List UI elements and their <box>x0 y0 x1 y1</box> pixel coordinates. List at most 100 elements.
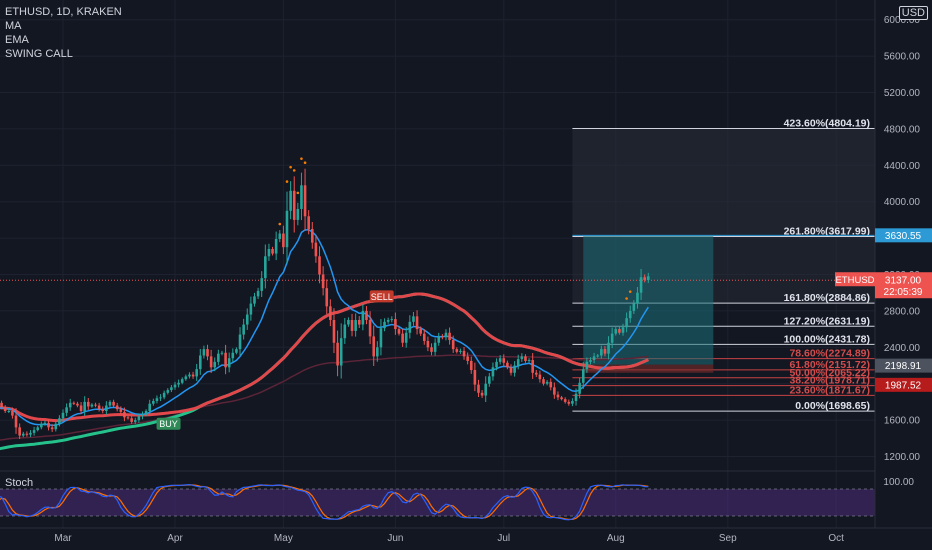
target-price-badge <box>875 228 932 243</box>
indicator-ma[interactable]: MA <box>5 20 22 32</box>
candle-body <box>553 387 556 395</box>
candle-body <box>628 310 632 319</box>
swing-dot <box>303 161 307 165</box>
fibonacci-extension[interactable]: 423.60%(4804.19) 261.80%(3617.99) 161.80%(… <box>0 118 875 413</box>
candle-body <box>202 349 206 356</box>
candle-body <box>430 347 433 352</box>
candle-body <box>444 332 448 338</box>
candle-body <box>112 401 115 406</box>
candle-body <box>415 316 419 330</box>
candle-body <box>321 274 325 289</box>
candle-body <box>343 324 347 339</box>
candle-body <box>484 383 488 396</box>
candle-body <box>329 306 332 320</box>
candle-body <box>148 403 152 411</box>
currency-button[interactable]: USD <box>898 6 928 20</box>
fib-level-label: 61.80%(2151.72) <box>789 359 870 371</box>
buy-marker-label: BUY <box>159 419 178 429</box>
ma-red-line <box>0 292 649 423</box>
candle-body <box>488 376 491 384</box>
swing-dot <box>278 222 282 226</box>
candle-body <box>459 350 462 352</box>
candle-body <box>141 414 144 417</box>
stop-zone[interactable] <box>583 364 714 373</box>
candle-body <box>607 342 610 354</box>
candle-body <box>527 360 531 362</box>
buy-marker <box>156 417 181 430</box>
ma-price-badge <box>875 358 932 373</box>
candle-body <box>184 376 188 380</box>
candle-body <box>195 369 198 377</box>
indicator-ema[interactable]: EMA <box>5 34 29 46</box>
candle-body <box>137 416 141 421</box>
y-tick-label: 4800.00 <box>884 124 921 135</box>
moving-averages <box>0 229 649 451</box>
target-zone[interactable] <box>583 235 714 365</box>
indicator-swing-call[interactable]: SWING CALL <box>5 48 73 60</box>
candle-body <box>101 409 105 411</box>
candle-body <box>83 401 86 411</box>
candle-body <box>292 190 296 220</box>
candle-body <box>646 276 650 280</box>
signal-markers: BUY SELL <box>156 157 632 430</box>
candle-body <box>318 256 321 275</box>
candle-body <box>581 369 585 383</box>
candle-body <box>383 321 386 329</box>
x-tick-label: Apr <box>167 533 183 544</box>
y-tick-label: 2400.00 <box>884 343 921 354</box>
candle-body <box>227 358 231 368</box>
candle-body <box>506 362 509 368</box>
y-tick-label: 4000.00 <box>884 197 921 208</box>
candle-body <box>426 340 430 348</box>
candle-body <box>90 404 94 407</box>
candle-body <box>300 185 303 209</box>
x-tick-label: Aug <box>607 533 625 544</box>
candles <box>0 168 650 440</box>
symbol-badge <box>835 272 875 287</box>
stoch-label[interactable]: Stoch <box>5 477 34 489</box>
candle-body <box>462 350 466 357</box>
candle-body <box>79 405 83 411</box>
candle-body <box>347 320 350 325</box>
candle-body <box>571 400 574 404</box>
candle-body <box>68 402 72 408</box>
swing-dot <box>292 169 296 172</box>
symbol-title[interactable]: ETHUSD, 1D, KRAKEN <box>5 6 122 18</box>
candle-body <box>404 332 408 343</box>
candle-body <box>285 210 289 248</box>
candle-body <box>11 411 14 416</box>
sell-marker-label: SELL <box>371 292 393 302</box>
candle-body <box>7 411 11 412</box>
ma-price-badge-text: 2198.91 <box>885 361 922 372</box>
candle-body <box>76 403 79 406</box>
candle-body <box>455 349 459 352</box>
candle-body <box>58 418 61 424</box>
ma-long-line <box>0 354 649 441</box>
candle-body <box>563 399 567 402</box>
y-tick-label: 4400.00 <box>884 161 921 172</box>
candle-body <box>180 379 184 383</box>
candle-body <box>86 401 90 407</box>
candle-body <box>524 356 527 361</box>
candle-body <box>379 328 383 348</box>
candle-body <box>123 411 126 418</box>
candle-body <box>509 367 513 373</box>
candle-body <box>372 336 376 357</box>
candle-body <box>130 418 133 422</box>
candle-body <box>152 400 155 404</box>
candle-body <box>155 398 159 401</box>
candle-body <box>278 233 282 240</box>
candle-body <box>408 321 412 333</box>
candle-body <box>466 356 469 361</box>
candle-body <box>448 332 451 341</box>
candle-body <box>159 397 162 399</box>
candle-body <box>480 392 484 396</box>
last-price-badge <box>875 272 932 299</box>
candle-body <box>256 290 260 297</box>
candle-body <box>589 360 592 362</box>
candle-body <box>451 340 455 350</box>
candle-body <box>376 347 379 357</box>
candle-body <box>264 256 267 279</box>
candle-body <box>574 393 578 401</box>
